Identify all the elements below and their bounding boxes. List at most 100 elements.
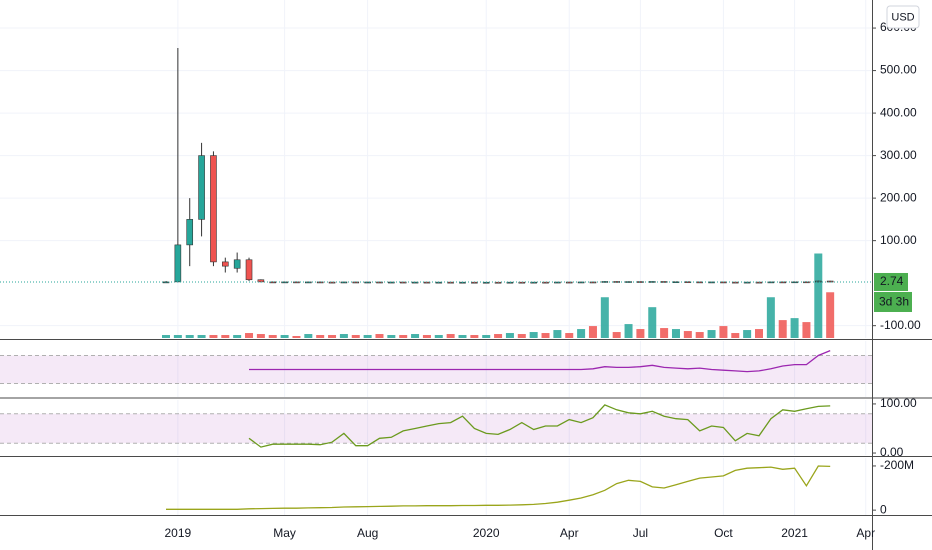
volume-bar: [826, 292, 835, 338]
volume-bar: [411, 334, 420, 338]
candle-body: [660, 281, 668, 283]
y-tick-label: 300.00: [880, 148, 917, 162]
volume-bar: [434, 335, 443, 338]
candle-body: [779, 281, 787, 284]
volume-bar: [470, 335, 479, 338]
candle-body: [767, 281, 775, 284]
volume-bar: [304, 334, 313, 338]
volume-bar: [256, 334, 265, 338]
volume-bar: [209, 335, 218, 338]
candle-body: [565, 281, 573, 284]
candle-body: [198, 155, 205, 220]
x-tick-label: 2021: [781, 526, 808, 540]
volume-bar: [162, 335, 170, 338]
volume-bar: [446, 334, 455, 338]
candle-body: [648, 281, 656, 283]
candle-body: [625, 281, 632, 283]
last-price-box: [874, 272, 908, 291]
y-tick-label: 200.00: [880, 190, 917, 204]
volume-bar: [185, 335, 194, 338]
candle-body: [613, 281, 620, 283]
marks: [0, 48, 872, 510]
volume-bar: [363, 335, 372, 338]
candle-body: [222, 261, 229, 267]
volume-bar: [351, 335, 360, 338]
candle-body: [399, 281, 407, 284]
x-tick-label: Apr: [856, 526, 875, 540]
candle-body: [281, 281, 288, 284]
candle-body: [411, 281, 419, 284]
x-tick-label: Aug: [357, 526, 378, 540]
volume-bar: [245, 333, 254, 338]
candle-body: [518, 281, 526, 284]
volume-bar: [328, 335, 337, 338]
volume-bar: [565, 333, 574, 338]
candle-body: [589, 281, 597, 284]
candle-body: [791, 281, 798, 284]
volume-bar: [577, 329, 586, 338]
volume-bar: [197, 335, 206, 338]
y-tick-label: 500.00: [880, 63, 917, 77]
last-price-label: 2.74: [880, 274, 904, 288]
volume-bar: [731, 333, 740, 338]
volume-bar: [683, 331, 692, 338]
candle-body: [328, 281, 336, 284]
volume-bar: [648, 307, 657, 338]
candle-body: [257, 279, 265, 283]
volume-bar: [636, 329, 645, 338]
volume-bar: [494, 334, 503, 338]
y-tick-label: 0.00: [880, 445, 904, 459]
x-tick-label: 2020: [473, 526, 500, 540]
x-tick-label: Apr: [560, 526, 579, 540]
volume-bar: [743, 330, 752, 338]
x-tick-label: Jul: [633, 526, 648, 540]
grid: [0, 0, 876, 515]
x-axis: 2019 May Aug 2020 Apr Jul Oct 2021 Apr: [165, 526, 876, 540]
volume-bar: [482, 335, 491, 338]
candle-body: [316, 281, 324, 284]
volume-bar: [624, 324, 633, 338]
volume-bar: [221, 335, 230, 338]
y-tick-label: -200M: [880, 458, 914, 472]
volume-bar: [517, 334, 526, 338]
candle-body: [554, 281, 561, 284]
candle-body: [577, 281, 585, 284]
y-tick-label: 400.00: [880, 105, 917, 119]
band: [0, 413, 872, 444]
volume-bar: [399, 335, 408, 338]
countdown-box: [874, 291, 912, 312]
volume-bar: [755, 329, 763, 338]
volume-bar: [553, 330, 562, 338]
candle-body: [637, 281, 644, 283]
volume-bar: [387, 335, 396, 338]
candle-body: [376, 281, 383, 284]
candle-body: [601, 281, 609, 283]
candle-body: [269, 281, 277, 284]
candle-body: [233, 259, 241, 269]
volume-bar: [766, 297, 775, 338]
candle-body: [293, 281, 300, 284]
y-tick-label: -100.00: [880, 318, 921, 332]
volume-bar: [660, 328, 669, 338]
volume-bar: [316, 335, 325, 338]
candle-body: [826, 280, 834, 283]
currency-button[interactable]: [886, 5, 920, 29]
volume-bar: [541, 333, 550, 338]
candle-body: [388, 281, 395, 284]
volume-bar: [719, 326, 728, 338]
volume-bar: [695, 332, 704, 338]
currency[interactable]: USD: [891, 11, 914, 23]
volume-bar: [529, 332, 538, 338]
volume-bar: [790, 318, 799, 338]
candle-body: [245, 259, 253, 281]
countdown: 3d 3h: [879, 295, 909, 309]
candle-body: [803, 281, 810, 284]
x-tick-label: Oct: [714, 526, 733, 540]
volume-bar: [671, 329, 680, 338]
volume-bar: [280, 335, 289, 338]
candle-body: [186, 219, 194, 246]
volume-bar: [707, 330, 716, 338]
